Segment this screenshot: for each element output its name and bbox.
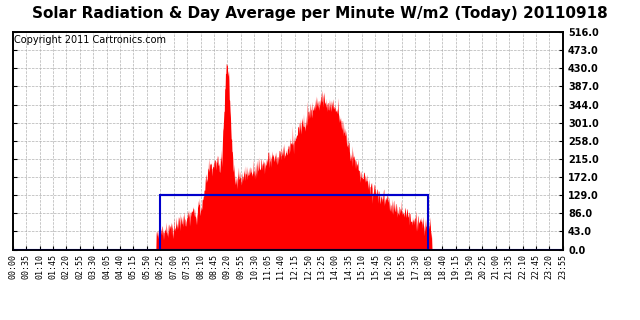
Text: Copyright 2011 Cartronics.com: Copyright 2011 Cartronics.com [15,35,166,45]
Bar [160,195,428,250]
Text: Solar Radiation & Day Average per Minute W/m2 (Today) 20110918: Solar Radiation & Day Average per Minute… [32,6,608,21]
